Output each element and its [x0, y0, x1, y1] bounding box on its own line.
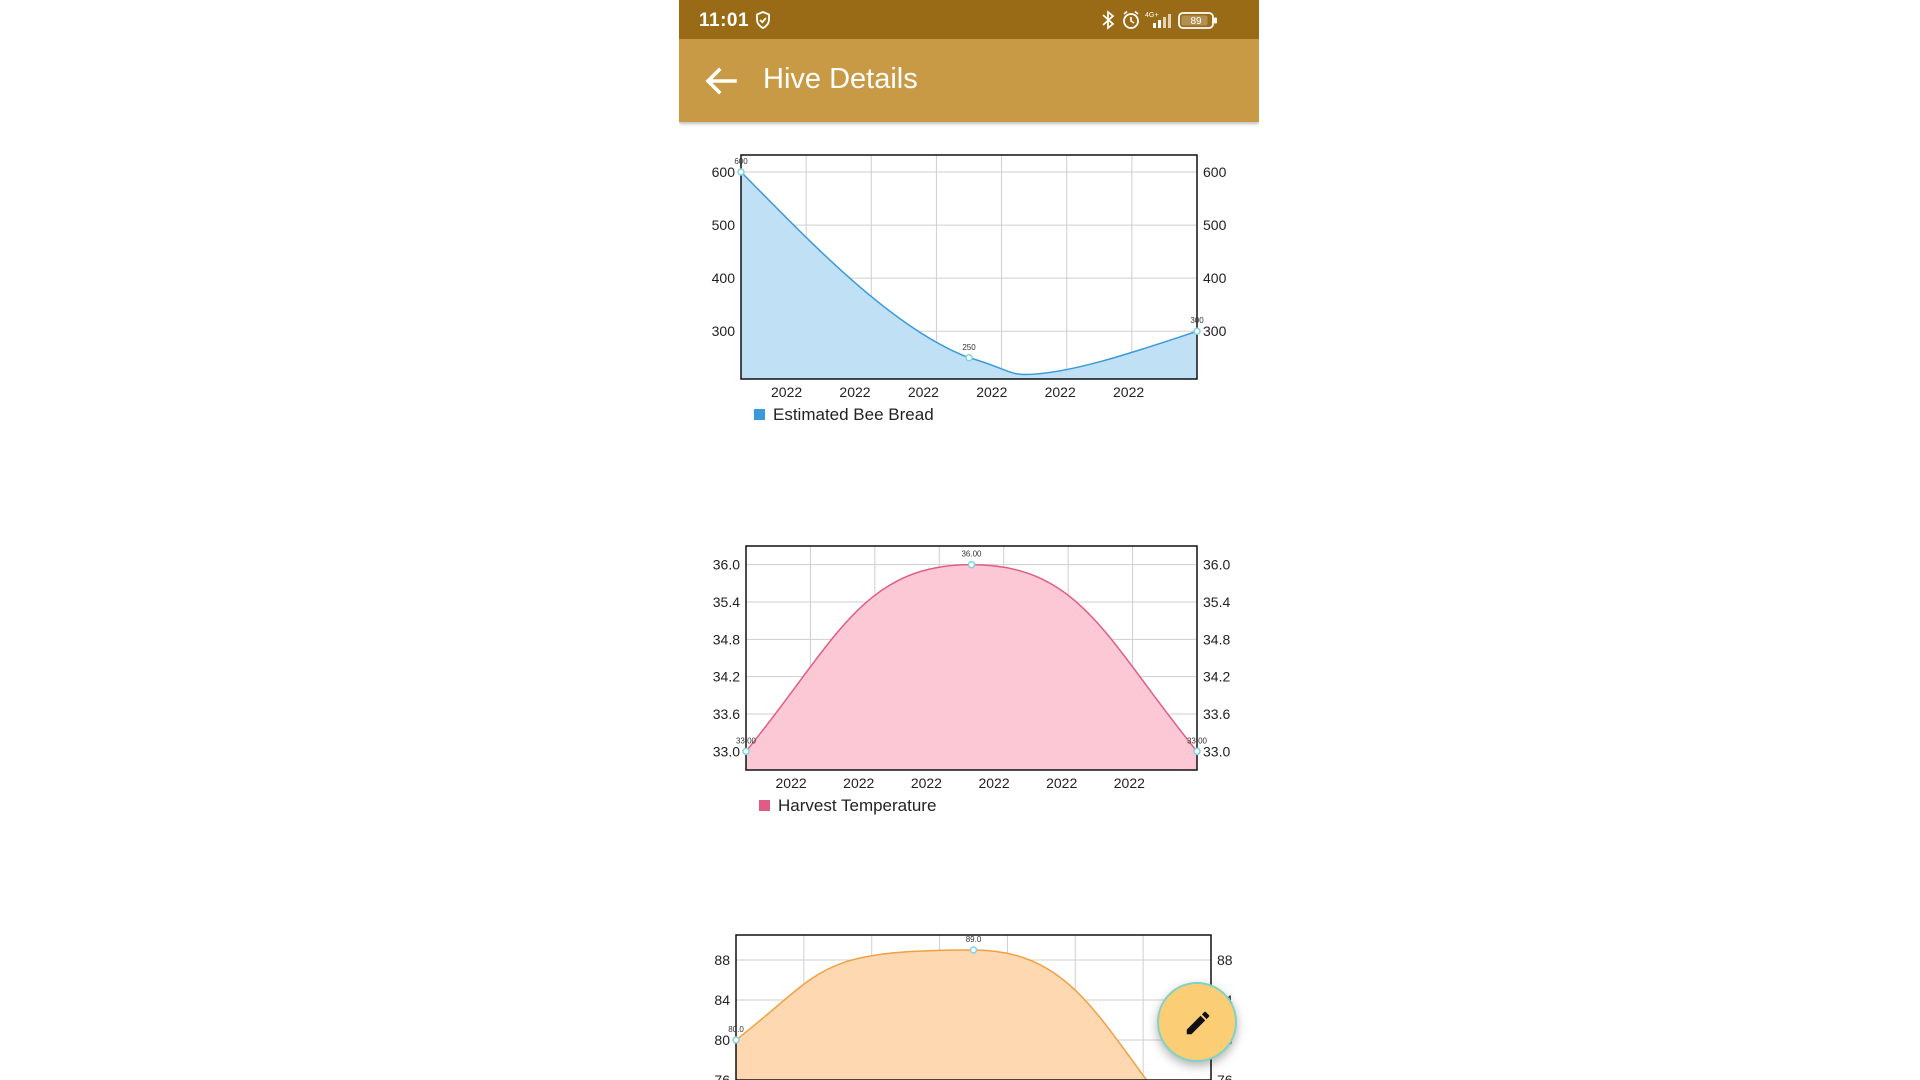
y-tick-left: 36.0 [713, 557, 740, 573]
y-tick-left: 34.2 [713, 669, 740, 685]
x-tick: 2022 [978, 775, 1009, 791]
data-point [969, 946, 978, 954]
y-tick-left: 33.0 [713, 743, 740, 759]
y-tick-right: 400 [1203, 270, 1227, 286]
x-tick: 2022 [771, 384, 802, 400]
plot-frame [745, 545, 1198, 771]
status-icons: 4G+ 89 [1101, 8, 1241, 30]
y-tick-left: 88 [714, 952, 730, 968]
data-point [1193, 327, 1201, 335]
data-point [732, 1036, 740, 1044]
third-chart-svg: 80.089.07676808084848888 [714, 934, 1233, 1080]
y-tick-right: 88 [1217, 952, 1233, 968]
y-tick-right: 33.0 [1203, 743, 1230, 759]
legend-label: Estimated Bee Bread [773, 405, 934, 424]
x-tick: 2022 [911, 775, 942, 791]
y-tick-left: 76 [714, 1072, 730, 1080]
x-tick: 2022 [1113, 384, 1144, 400]
data-label: 250 [962, 343, 976, 352]
data-label: 600 [734, 157, 748, 166]
edit-fab-button[interactable] [1157, 982, 1237, 1062]
y-tick-left: 300 [712, 323, 736, 339]
battery-level: 89 [1190, 16, 1202, 27]
series-area [741, 171, 1197, 379]
y-tick-right: 500 [1203, 217, 1227, 233]
page-title: Hive Details [763, 63, 918, 95]
y-tick-left: 80 [714, 1032, 730, 1048]
data-point [1193, 747, 1201, 756]
x-tick: 2022 [776, 775, 807, 791]
y-tick-right: 76 [1217, 1072, 1233, 1080]
y-tick-right: 36.0 [1203, 557, 1230, 573]
y-tick-left: 34.8 [713, 631, 740, 647]
y-tick-left: 400 [712, 270, 736, 286]
data-label: 33.00 [1187, 736, 1208, 745]
series-area [746, 564, 1197, 770]
x-tick: 2022 [1045, 384, 1076, 400]
shield-icon [755, 11, 771, 34]
harvest-temperature-chart: 33.00 36.00 33.00 33.0 33.0 33.6 33.6 34.2 34.2 3… [679, 540, 1259, 820]
y-tick-right: 34.8 [1203, 631, 1230, 647]
data-label: 300 [1190, 316, 1204, 325]
status-bar: 11:01 4G+ [679, 0, 1259, 39]
legend-swatch [759, 800, 770, 811]
data-point [737, 168, 745, 176]
data-label: 36.00 [961, 550, 982, 559]
y-tick-left: 35.4 [713, 594, 740, 610]
arrow-left-icon [705, 67, 737, 95]
y-tick-right: 34.2 [1203, 669, 1230, 685]
legend-bee-bread: Estimated Bee Bread [754, 405, 934, 425]
plot-frame [740, 154, 1198, 380]
y-tick-right: 33.6 [1203, 706, 1230, 722]
legend-swatch [754, 409, 765, 420]
phone-screen: 11:01 4G+ [679, 0, 1259, 1080]
x-tick: 2022 [908, 384, 939, 400]
data-label: 33.00 [736, 736, 757, 745]
y-tick-right: 35.4 [1203, 594, 1230, 610]
data-label: 89.0 [966, 935, 982, 944]
y-tick-left: 600 [712, 164, 736, 180]
battery-icon: 89 [1178, 12, 1217, 29]
status-time: 11:01 [699, 10, 750, 31]
app-bar: Hive Details [679, 39, 1259, 122]
y-tick-left: 84 [714, 992, 730, 1008]
x-tick: 2022 [839, 384, 870, 400]
bee-bread-chart: 600 250 300 300 300 400 400 500 500 600 600 2022 202… [679, 150, 1259, 430]
y-tick-right: 600 [1203, 164, 1227, 180]
third-chart: 80.089.07676808084848888 [679, 930, 1259, 1080]
pencil-icon [1186, 1011, 1210, 1035]
data-point [965, 354, 973, 362]
x-tick: 2022 [1114, 775, 1145, 791]
data-point [967, 560, 976, 569]
y-tick-right: 300 [1203, 323, 1227, 339]
bluetooth-icon [1102, 10, 1115, 30]
y-tick-left: 33.6 [713, 706, 740, 722]
legend-harvest-temperature: Harvest Temperature [759, 796, 936, 816]
series-line [740, 171, 1198, 376]
alarm-icon [1123, 10, 1139, 29]
x-tick: 2022 [1046, 775, 1077, 791]
back-button[interactable] [703, 63, 739, 99]
legend-label: Harvest Temperature [778, 796, 937, 815]
network-label: 4G+ [1145, 12, 1158, 19]
series-area [736, 950, 1164, 1080]
signal-icon: 4G+ [1145, 12, 1171, 28]
data-label: 80.0 [728, 1025, 744, 1034]
x-tick: 2022 [843, 775, 874, 791]
y-tick-left: 500 [712, 217, 736, 233]
x-tick: 2022 [976, 384, 1007, 400]
data-point [742, 747, 750, 756]
